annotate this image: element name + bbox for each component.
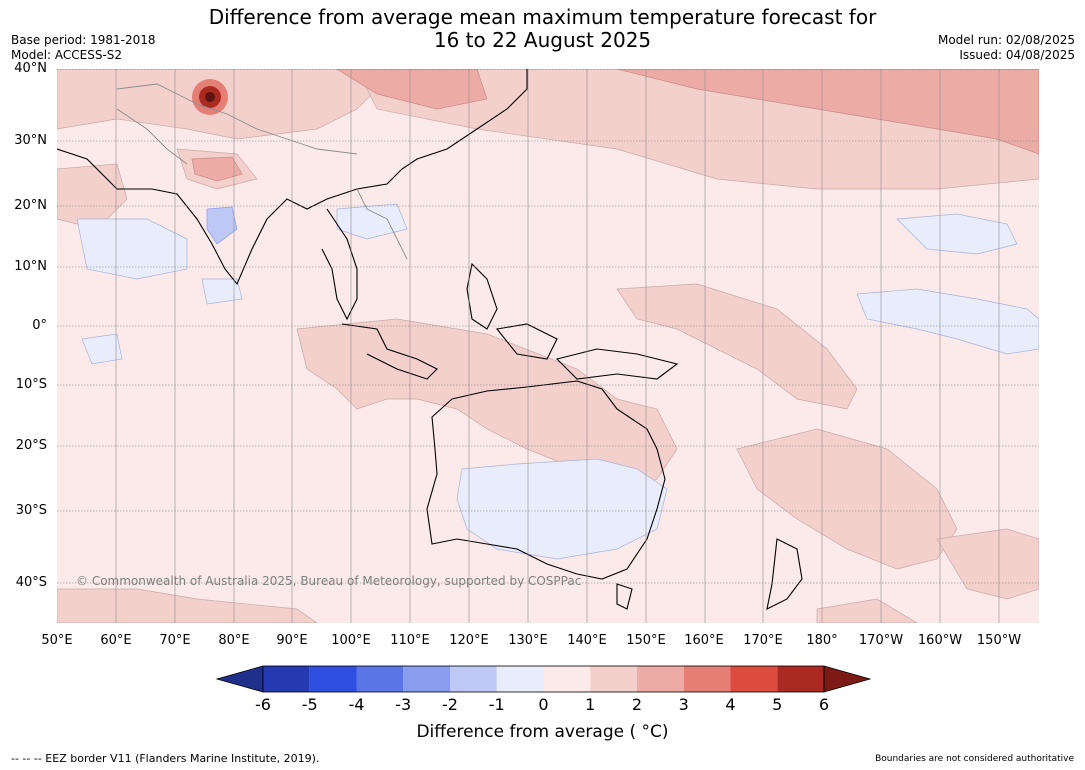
colorbar-swatch — [263, 666, 310, 692]
colorbar-tick-label: -4 — [348, 695, 365, 714]
issued-date: Issued: 04/08/2025 — [959, 48, 1075, 62]
coastlines — [57, 69, 803, 610]
lon-label-170w: 170°W — [858, 633, 904, 648]
colorbar-tick-label: -2 — [442, 695, 458, 714]
colorbar-swatch — [543, 666, 591, 692]
lat-label-30s: 30°S — [15, 503, 47, 518]
lon-label-160e: 160°E — [684, 633, 724, 648]
lon-label-120e: 120°E — [449, 633, 489, 648]
lon-label-170e: 170°E — [743, 633, 783, 648]
colorbar-tick-label: -3 — [395, 695, 412, 714]
lon-label-90e: 90°E — [276, 633, 308, 648]
eez-note: -- -- -- EEZ border V11 (Flanders Marine… — [11, 752, 320, 765]
lon-label-100e: 100°E — [331, 633, 371, 648]
lat-label-eq: 0° — [32, 318, 47, 333]
lon-label-70e: 70°E — [159, 633, 191, 648]
colorbar-swatch — [777, 666, 824, 692]
colorbar-swatch — [450, 666, 497, 692]
colorbar-tick-label: -1 — [488, 695, 505, 714]
colorbar-extension-low — [215, 665, 264, 693]
anomaly-2-3-regions — [191, 69, 1039, 182]
lon-label-50e: 50°E — [41, 633, 73, 648]
colorbar-swatches — [215, 665, 872, 693]
colorbar — [215, 665, 872, 693]
colorbar-border — [262, 665, 825, 693]
model-name: Model: ACCESS-S2 — [11, 48, 123, 62]
colorbar-swatch — [590, 666, 637, 692]
colorbar-tick-label: 4 — [725, 695, 736, 714]
lon-label-150e: 150°E — [626, 633, 666, 648]
colorbar-tick-label: -6 — [255, 695, 271, 714]
colorbar-tick-label: 2 — [631, 695, 643, 714]
lat-label-40s: 40°S — [15, 575, 47, 590]
lat-label-40n: 40°N — [14, 61, 47, 76]
colorbar-swatch — [683, 666, 731, 692]
map-title-line1: Difference from average mean maximum tem… — [208, 5, 877, 29]
lat-label-20n: 20°N — [14, 198, 47, 213]
model-run: Model run: 02/08/2025 — [937, 33, 1075, 47]
lat-label-20s: 20°S — [15, 438, 47, 453]
lon-label-180: 180° — [806, 633, 838, 648]
colorbar-swatch — [730, 666, 778, 692]
colorbar-tick-label: -5 — [301, 695, 318, 714]
anomaly-map — [57, 69, 1039, 623]
map-canvas — [57, 69, 1039, 623]
colorbar-swatch — [356, 666, 404, 692]
colorbar-swatch — [309, 666, 357, 692]
graticule-meridians — [115, 69, 1000, 623]
anomaly-neg1-0-regions — [76, 203, 1039, 560]
boundaries-disclaimer: Boundaries are not considered authoritat… — [875, 754, 1074, 764]
colorbar-extension-high — [823, 665, 872, 693]
lon-label-140e: 140°E — [567, 633, 607, 648]
anomaly-1-2-regions — [57, 69, 1039, 623]
lon-label-130e: 130°E — [508, 633, 548, 648]
lon-label-150w: 150°W — [976, 633, 1022, 648]
lon-label-60e: 60°E — [100, 633, 132, 648]
colorbar-swatch — [637, 666, 684, 692]
lat-label-10s: 10°S — [15, 377, 47, 392]
base-period: Base period: 1981-2018 — [11, 33, 156, 47]
lat-label-30n: 30°N — [14, 133, 47, 148]
lon-label-160w: 160°W — [917, 633, 963, 648]
lat-label-10n: 10°N — [14, 259, 47, 274]
country-borders — [116, 83, 408, 260]
colorbar-tick-label: 0 — [538, 695, 549, 714]
colorbar-swatch — [496, 666, 544, 692]
colorbar-tick-label: 6 — [818, 695, 830, 714]
himalaya-hotspot — [192, 79, 228, 115]
colorbar-title: Difference from average ( °C) — [416, 722, 669, 742]
anomaly-neg2-neg1-region — [206, 206, 238, 245]
colorbar-tick-label: 3 — [678, 695, 689, 714]
colorbar-tick-label: 5 — [772, 695, 783, 714]
copyright-notice: © Commonwealth of Australia 2025, Bureau… — [76, 574, 582, 588]
colorbar-swatch — [403, 666, 450, 692]
lon-label-80e: 80°E — [218, 633, 250, 648]
lon-label-110e: 110°E — [390, 633, 430, 648]
colorbar-tick-label: 1 — [585, 695, 596, 714]
map-title-line2: 16 to 22 August 2025 — [433, 28, 652, 52]
